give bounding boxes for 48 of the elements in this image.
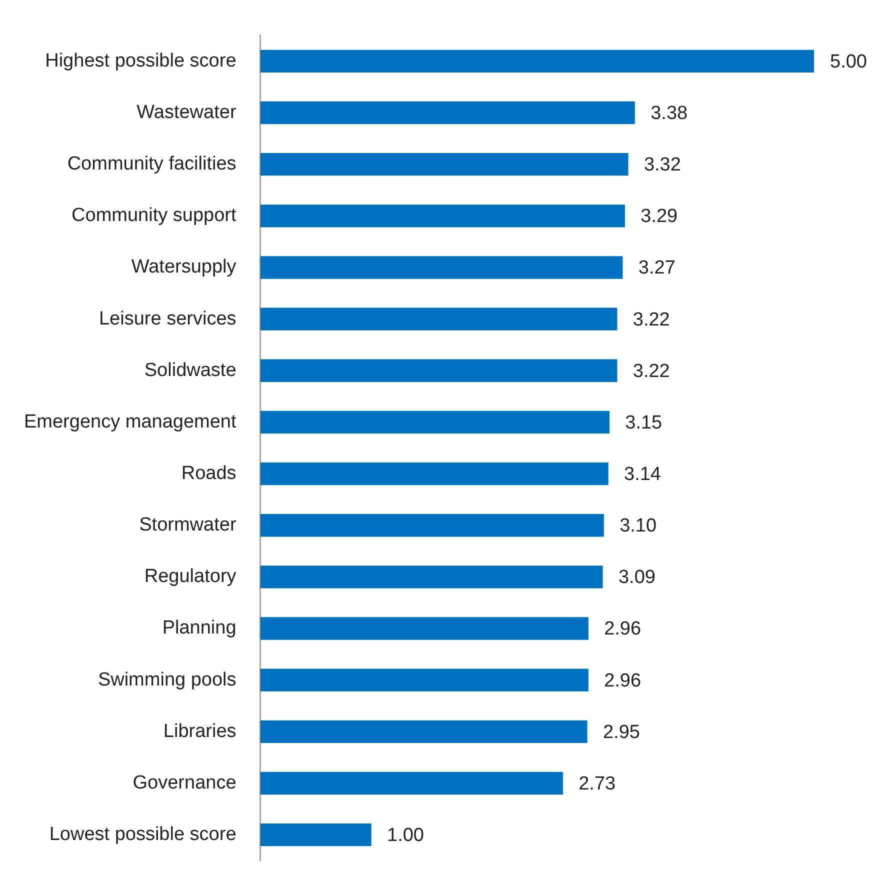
bar [260, 668, 588, 692]
data-label: 3.32 [644, 154, 681, 176]
bar [260, 153, 628, 176]
bar [260, 617, 588, 640]
data-label: 3.09 [618, 567, 656, 588]
bar [260, 204, 625, 228]
data-label: 3.15 [625, 412, 662, 434]
data-label: 3.27 [638, 258, 676, 279]
y-tick-label: Leisure services [98, 308, 236, 330]
y-tick-label: Regulatory [144, 566, 237, 588]
y-tick-label: Governance [132, 772, 236, 794]
data-label: 2.96 [604, 670, 642, 692]
y-tick-label: Stormwater [139, 514, 237, 536]
y-tick-label: Wastewater [136, 102, 237, 123]
y-tick-label: Highest possible score [45, 50, 236, 72]
bar [260, 256, 623, 279]
data-label: 2.73 [578, 773, 616, 794]
y-tick-label: Planning [162, 618, 236, 639]
y-tick-label: Community facilities [67, 154, 236, 175]
y-tick-label: Community support [72, 205, 237, 226]
y-tick-label: Roads [181, 463, 236, 484]
data-label: 1.00 [387, 825, 424, 846]
data-label: 3.22 [632, 309, 670, 330]
y-tick-label: Swimming pools [98, 669, 236, 690]
data-label: 3.22 [632, 360, 670, 382]
data-label: 3.14 [624, 464, 662, 486]
bar [260, 50, 814, 73]
data-label: 2.96 [604, 618, 642, 640]
y-tick-label: Emergency management [24, 411, 237, 432]
bar [260, 566, 603, 588]
y-tick-label: Watersupply [131, 256, 237, 278]
bar [260, 772, 563, 795]
y-tick-label: Lowest possible score [49, 824, 236, 846]
bar [260, 101, 635, 124]
bar [260, 720, 588, 743]
data-label: 3.29 [640, 206, 678, 228]
bar [260, 514, 604, 537]
data-label: 3.38 [650, 102, 688, 124]
bar [260, 410, 610, 434]
data-label: 2.95 [602, 722, 640, 743]
bar [260, 308, 618, 330]
bar [260, 359, 618, 382]
bar [260, 823, 372, 846]
y-tick-label: Libraries [163, 720, 236, 742]
data-label: 3.10 [620, 516, 657, 537]
bar [260, 462, 608, 486]
y-tick-label: Solidwaste [144, 360, 236, 381]
data-label: 5.00 [830, 51, 867, 72]
